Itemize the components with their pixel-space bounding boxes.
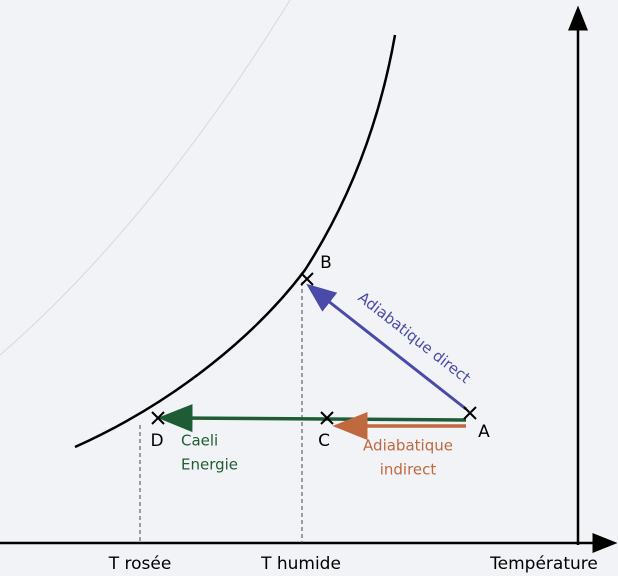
faint-curve xyxy=(0,0,291,356)
arrow-label: Energie xyxy=(181,456,238,474)
arrow-label: Adiabatique direct xyxy=(355,288,475,387)
axis-label: Température xyxy=(489,554,598,574)
axis-tick-label: T humide xyxy=(260,554,341,574)
saturation-curve xyxy=(74,34,397,449)
arrow-caeli xyxy=(157,404,467,433)
point-label: C xyxy=(318,431,330,451)
axis-tick-label: T rosée xyxy=(108,554,172,574)
arrow-label: indirect xyxy=(380,461,437,479)
crosses xyxy=(151,272,477,425)
arrow-direct xyxy=(306,283,467,411)
point-label: A xyxy=(478,422,490,442)
arrow-label: Caeli xyxy=(181,432,218,450)
point-label: D xyxy=(150,431,163,451)
point-label: B xyxy=(320,253,332,273)
arrow-label: Adiabatique xyxy=(363,437,453,455)
